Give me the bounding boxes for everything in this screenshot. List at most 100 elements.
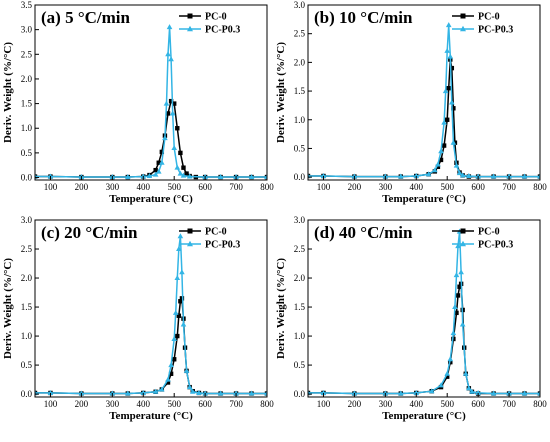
y-tick-label: 0.5 (21, 148, 33, 158)
x-tick-label: 200 (75, 399, 89, 409)
series-line (35, 295, 267, 395)
data-point (159, 159, 165, 165)
y-tick-label: 0.5 (294, 143, 306, 153)
x-tick-label: 700 (229, 399, 243, 409)
y-tick-label: 1.5 (21, 302, 33, 312)
data-point (179, 296, 185, 301)
data-point (176, 313, 182, 318)
x-tick-label: 700 (502, 182, 516, 192)
data-point (446, 85, 451, 91)
legend-label: PC-P0.3 (205, 25, 240, 36)
y-tick-label: 1.0 (294, 331, 306, 341)
data-point (450, 139, 457, 145)
data-point (168, 371, 174, 376)
data-point (179, 269, 185, 275)
y-tick-label: 3.5 (21, 0, 33, 10)
legend-marker (460, 13, 466, 19)
y-tick-label: 0.0 (294, 172, 306, 182)
data-point (186, 173, 193, 179)
data-point (521, 173, 528, 179)
y-tick-label: 3.0 (21, 215, 33, 225)
data-point (490, 390, 497, 396)
panel-title: (a) 5 °C/min (41, 8, 131, 27)
data-point (449, 65, 455, 71)
data-point (466, 172, 472, 178)
data-point (444, 47, 450, 53)
data-point (537, 390, 540, 396)
data-point (176, 246, 182, 252)
data-point (459, 321, 466, 327)
x-axis-label: Temperature (°C) (382, 410, 466, 422)
data-point (178, 299, 183, 304)
data-point (171, 144, 177, 150)
y-tick-label: 1.0 (21, 123, 33, 133)
data-point (537, 173, 540, 179)
legend-label: PC-0 (205, 227, 227, 238)
data-point (459, 172, 466, 178)
data-point (140, 389, 147, 395)
data-point (162, 135, 168, 141)
data-point (152, 388, 159, 394)
y-tick-label: 2.0 (21, 273, 33, 283)
panel-title: (d) 40 °C/min (314, 223, 413, 242)
series-pc-0 (308, 281, 540, 396)
legend: PC-0 PC-P0.3 (179, 227, 240, 251)
data-point (181, 165, 186, 170)
data-point (168, 56, 174, 62)
legend-marker (460, 240, 466, 247)
data-point (455, 243, 461, 249)
x-tick-label: 300 (379, 399, 393, 409)
legend-marker (187, 240, 193, 247)
chart-panel: 100 200 300 400 500 600 700 800 0.0 0.5 1.0 1.5 2.0 2… (2, 0, 274, 205)
data-point (125, 390, 131, 396)
y-tick-label: 3.0 (294, 0, 306, 10)
y-tick-label: 2.0 (294, 273, 306, 283)
y-tick-label: 2.0 (21, 74, 33, 84)
data-point (452, 304, 458, 310)
data-point (264, 390, 267, 396)
y-tick-label: 2.5 (294, 244, 306, 254)
y-axis-label: Deriv. Weight (%/°C) (275, 42, 287, 143)
y-tick-label: 3.0 (294, 215, 306, 225)
y-tick-label: 0.5 (21, 360, 33, 370)
data-point (172, 357, 177, 362)
data-point (184, 171, 189, 176)
series-line (308, 25, 540, 178)
series-line (35, 236, 267, 395)
legend-marker (187, 228, 193, 234)
data-point (177, 170, 184, 176)
data-point (449, 99, 455, 105)
data-point (445, 117, 450, 122)
x-tick-label: 600 (471, 399, 485, 409)
data-point (264, 174, 267, 180)
data-point (453, 272, 460, 278)
x-tick-label: 800 (533, 399, 547, 409)
plot-frame (307, 4, 541, 181)
x-tick-label: 200 (348, 182, 362, 192)
x-tick-label: 100 (44, 399, 58, 409)
data-point (441, 143, 447, 148)
y-axis-label: Deriv. Weight (%/°C) (2, 258, 14, 359)
data-point (320, 172, 327, 178)
data-point (165, 376, 171, 382)
x-tick-label: 100 (317, 399, 331, 409)
data-point (172, 101, 177, 106)
y-tick-label: 2.0 (294, 57, 306, 67)
y-tick-label: 1.0 (21, 331, 33, 341)
x-axis-label: Temperature (°C) (109, 193, 193, 205)
legend-marker (460, 25, 466, 32)
legend-label: PC-0 (205, 12, 227, 23)
legend-label: PC-P0.3 (478, 25, 513, 36)
data-point (457, 284, 462, 289)
x-tick-label: 400 (410, 399, 424, 409)
data-point (445, 22, 452, 28)
data-point (159, 149, 165, 155)
series-line (308, 281, 540, 395)
data-point (490, 173, 497, 179)
data-point (438, 157, 444, 163)
data-point (462, 370, 469, 376)
series-pc-p0-3 (308, 228, 540, 396)
x-tick-label: 400 (137, 399, 151, 409)
series-line (308, 231, 540, 395)
